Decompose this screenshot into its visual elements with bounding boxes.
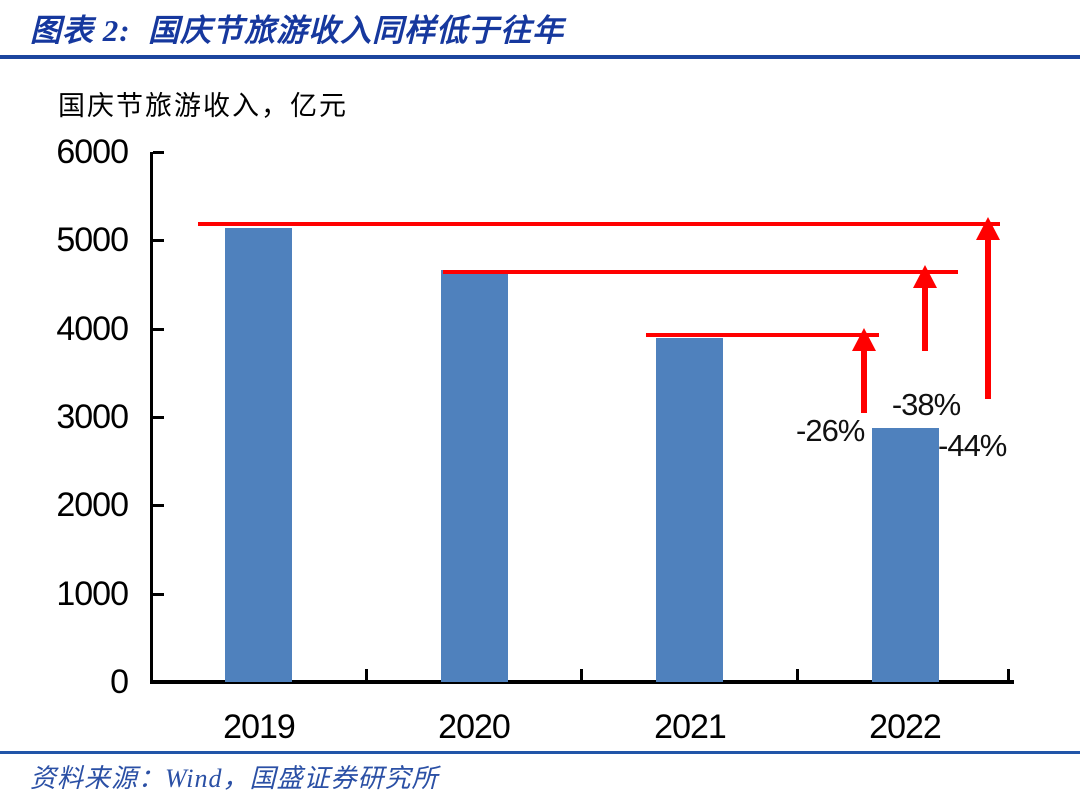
y-axis-label: 1000: [56, 575, 129, 613]
x-axis-label: 2020: [438, 708, 511, 746]
footer-divider: [0, 751, 1080, 754]
ref-line-2021: [646, 333, 879, 337]
y-axis-tick: [153, 416, 164, 419]
arrow-shaft: [985, 238, 991, 399]
chart-title: 国庆节旅游收入，亿元: [58, 91, 348, 121]
arrow-up-icon: [913, 265, 937, 288]
y-axis-label: 2000: [56, 486, 129, 524]
y-axis-tick: [153, 593, 164, 596]
x-axis-label: 2021: [654, 708, 727, 746]
x-axis-tick: [796, 669, 799, 680]
figure-title: 图表 2: 国庆节旅游收入同样低于往年: [30, 13, 565, 48]
x-axis-label: 2019: [223, 708, 296, 746]
y-axis-tick: [153, 239, 164, 242]
y-axis-label: 6000: [56, 133, 129, 171]
arrow-up-icon: [976, 217, 1000, 240]
bar-2020: [441, 270, 508, 682]
arrow-shaft: [922, 286, 928, 351]
y-axis-label: 4000: [56, 310, 129, 348]
source-note: 资料来源：Wind，国盛证券研究所: [30, 764, 439, 793]
x-axis-line: [150, 680, 1014, 684]
x-axis-tick: [580, 669, 583, 680]
x-axis-tick: [365, 669, 368, 680]
y-axis-label: 0: [110, 663, 129, 701]
bar-2019: [225, 228, 292, 682]
title-divider: [0, 55, 1080, 59]
bar-2022: [872, 428, 939, 682]
y-axis-tick: [153, 328, 164, 331]
arrow-shaft: [861, 349, 867, 413]
y-axis-tick: [153, 151, 164, 154]
ref-line-2020: [443, 270, 958, 274]
y-axis-line: [150, 152, 153, 682]
y-axis-label: 5000: [56, 221, 129, 259]
pct-change-label: -44%: [938, 428, 1007, 463]
pct-change-label: -38%: [891, 387, 961, 422]
y-axis-tick: [153, 504, 164, 507]
arrow-up-icon: [852, 328, 876, 351]
pct-change-label: -26%: [796, 413, 865, 448]
bar-2021: [656, 338, 723, 682]
x-axis-tick: [1007, 669, 1010, 680]
ref-line-2019: [198, 222, 1000, 226]
x-axis-label: 2022: [869, 708, 942, 746]
y-axis-label: 3000: [56, 398, 129, 436]
